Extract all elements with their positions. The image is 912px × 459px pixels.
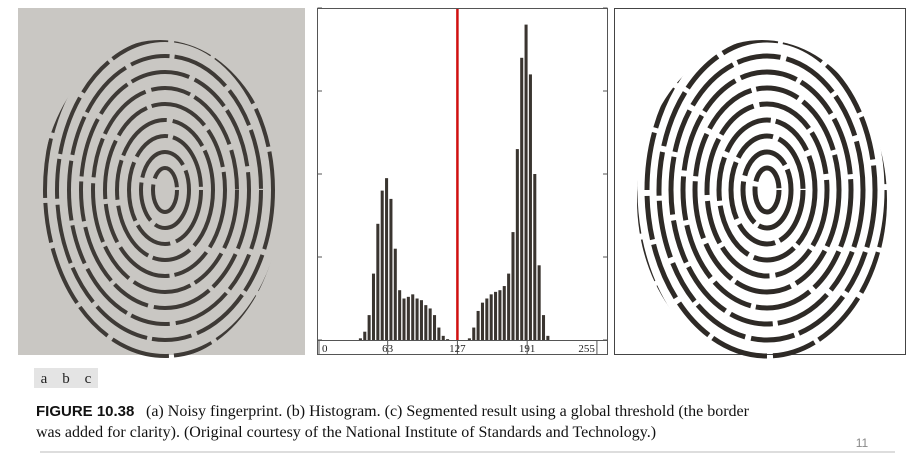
bar (363, 331, 367, 340)
bar (528, 74, 532, 341)
panel-label: c (85, 371, 92, 387)
bar (437, 327, 441, 340)
bar (406, 296, 410, 340)
x-tick-label: 0 (322, 343, 328, 355)
bar (537, 265, 541, 340)
bar (515, 149, 519, 340)
bar (367, 315, 371, 340)
x-tick-label: 191 (519, 343, 536, 355)
caption-text: was added for clarity). (Original courte… (36, 424, 656, 441)
bar (424, 305, 428, 340)
bar (432, 315, 437, 340)
fingerprint-ridges (40, 40, 280, 360)
bar (520, 57, 524, 341)
panel-label-box (34, 368, 98, 388)
bar (524, 24, 528, 340)
bar (480, 302, 485, 340)
bar (472, 327, 476, 340)
bar (533, 174, 537, 340)
bar (389, 198, 393, 340)
bar (476, 310, 480, 340)
bar (467, 338, 471, 340)
fingerprint-ridges (637, 40, 887, 360)
caption-text: (a) Noisy fingerprint. (b) Histogram. (c… (146, 403, 750, 420)
bar (446, 339, 450, 340)
bar (541, 315, 546, 340)
histogram-frame (317, 8, 608, 355)
bar (428, 308, 432, 340)
noisy-image (18, 8, 305, 355)
bar (376, 223, 380, 340)
bar (371, 273, 376, 340)
bar (489, 294, 493, 340)
panel-label: a (41, 371, 48, 387)
caption-label: FIGURE 10.38 (36, 403, 134, 420)
bar (385, 178, 389, 340)
x-tick-label: 255 (578, 343, 595, 355)
bar (398, 290, 402, 340)
bar (511, 232, 515, 340)
x-tick-label: 63 (382, 343, 394, 355)
bar (502, 286, 506, 340)
bar (498, 290, 502, 340)
segmented-image (614, 8, 906, 355)
bar (494, 291, 498, 340)
page-number: 11 (856, 436, 869, 450)
bar (411, 294, 415, 340)
x-tick-label: 127 (449, 343, 466, 355)
bar (358, 338, 362, 340)
panel-label: b (62, 371, 70, 387)
bar (507, 273, 511, 340)
bar (485, 298, 489, 340)
bar (546, 335, 550, 340)
bar (393, 248, 397, 340)
bar (380, 190, 384, 340)
bar (415, 298, 419, 340)
bar (441, 335, 445, 340)
bar (419, 300, 423, 340)
bar (402, 298, 406, 340)
